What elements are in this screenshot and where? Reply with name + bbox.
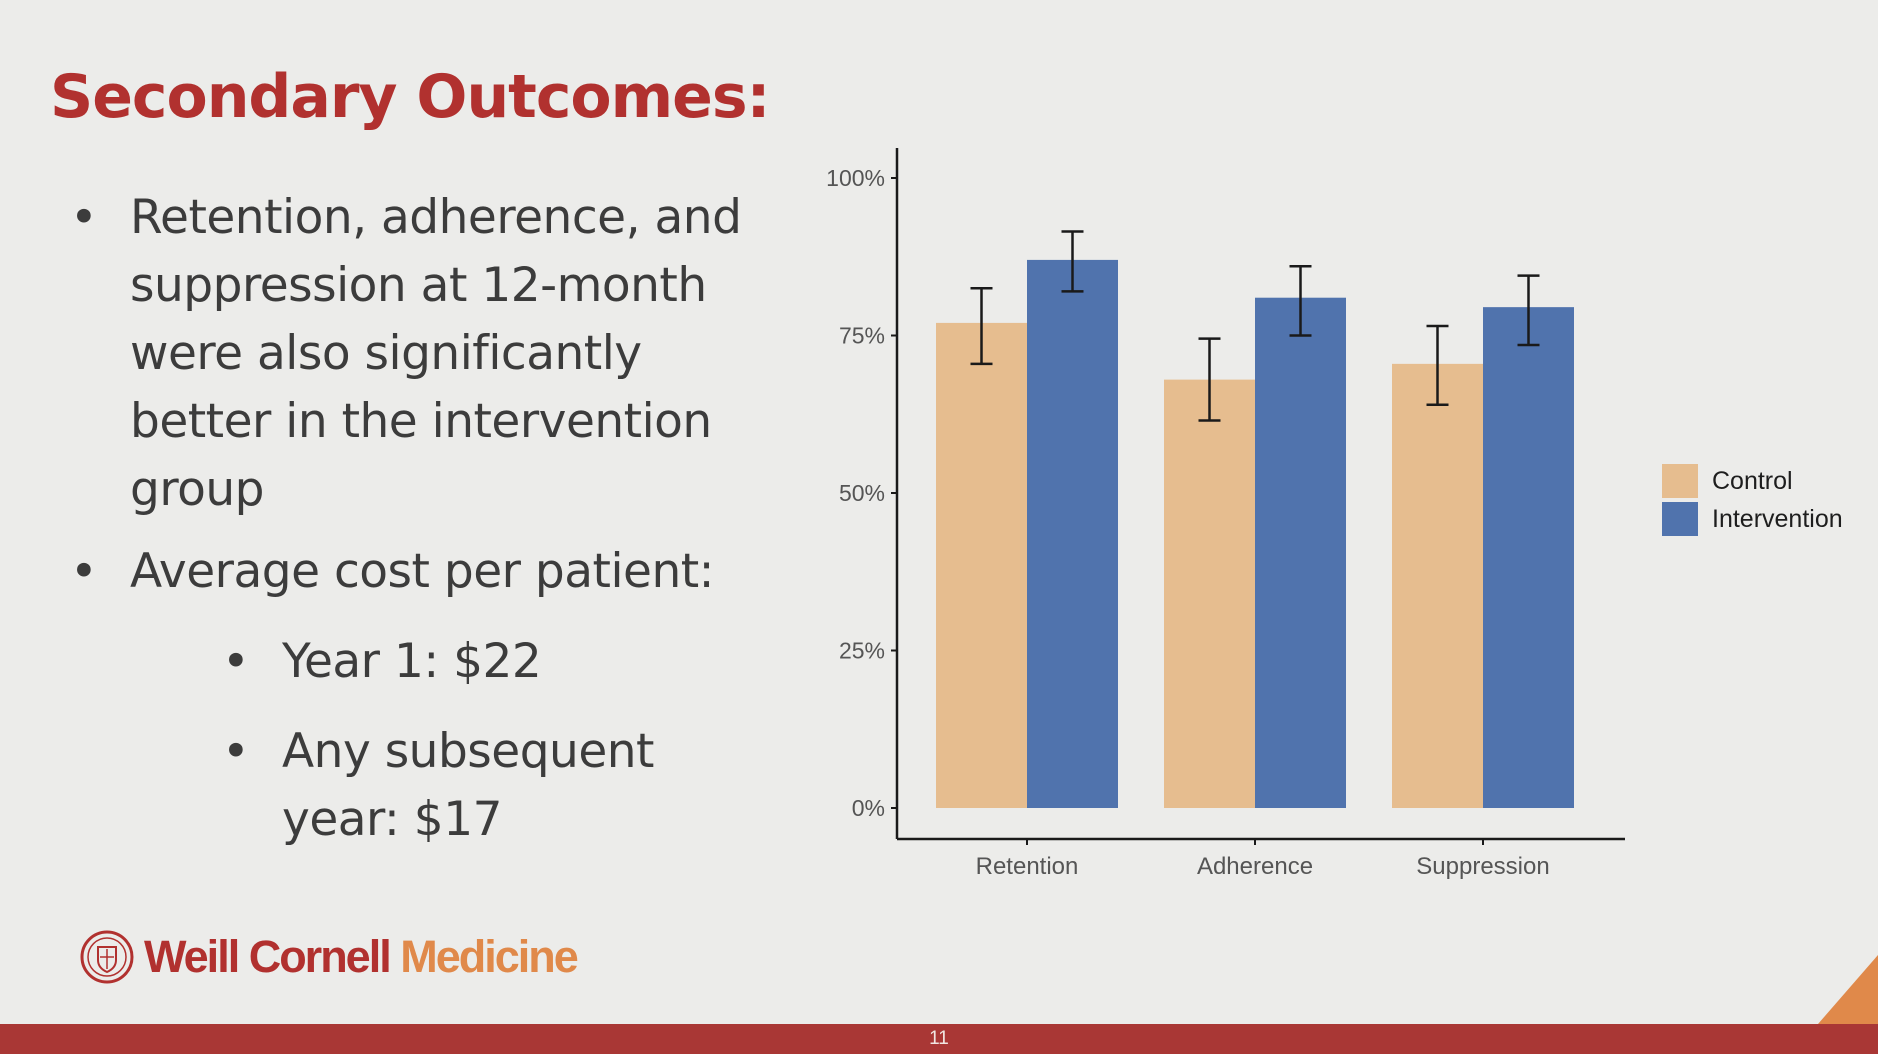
legend-label: Control [1712,466,1793,495]
bullet-item: • Average cost per patient: [70,538,790,606]
bullet-text: Average cost per patient: [130,544,715,599]
bullet-text: Year 1: $22 [282,634,542,689]
y-tick-label: 0% [852,795,885,821]
bar-control-retention [936,322,1027,808]
slide-title: Secondary Outcomes: [50,62,771,132]
legend-label: Intervention [1712,504,1843,533]
legend-item-intervention: Intervention [1662,500,1843,538]
x-tick-label: Adherence [1197,853,1313,880]
bar-control-suppression [1392,363,1483,808]
x-tick-label: Retention [976,853,1079,880]
legend-swatch-control [1662,464,1698,498]
bullet-dot: • [70,190,98,245]
bar-intervention-retention [1027,259,1118,808]
legend-swatch-intervention [1662,502,1698,536]
sub-bullet-item: • Any subsequent year: $17 [222,718,782,854]
bullet-dot: • [222,634,250,689]
y-tick-label: 100% [826,165,885,191]
bullet-text: Retention, adherence, and suppression at… [130,190,742,517]
legend-item-control: Control [1662,462,1843,500]
weill-cornell-logo: Weill Cornell Medicine [80,930,579,984]
bullet-text: Any subsequent year: $17 [282,724,654,847]
bar-intervention-adherence [1255,297,1346,808]
chart-legend: Control Intervention [1662,462,1843,538]
university-seal-icon [80,930,134,984]
logo-text-weill-cornell: Weill Cornell [144,931,392,982]
page-number: 11 [929,1028,949,1049]
bar-control-adherence [1164,379,1255,808]
bar-intervention-suppression [1483,307,1574,808]
footer-bar [0,1024,1878,1054]
logo-text-medicine: Medicine [400,931,579,982]
bullet-item: • Retention, adherence, and suppression … [70,184,780,524]
y-tick-label: 75% [839,323,885,349]
bar-chart: 0% 25% 50% 75% 100% Retention Adherence Suppres… [826,148,1625,880]
y-tick-label: 50% [839,480,885,506]
bullet-dot: • [222,724,250,779]
x-tick-label: Suppression [1416,853,1549,880]
y-tick-label: 25% [839,638,885,664]
bullet-dot: • [70,544,98,599]
sub-bullet-item: • Year 1: $22 [222,628,782,696]
